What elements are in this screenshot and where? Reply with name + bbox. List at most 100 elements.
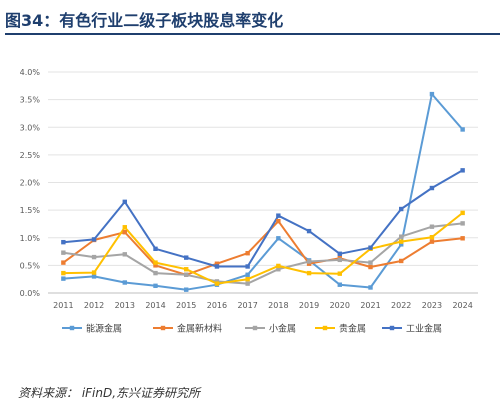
data-point — [91, 270, 97, 275]
data-point — [399, 258, 404, 264]
data-point — [214, 264, 220, 269]
data-point — [122, 252, 127, 257]
x-tick-label: 2018 — [268, 301, 288, 310]
data-point — [429, 185, 435, 191]
data-point — [460, 210, 465, 216]
x-tick-label: 2017 — [237, 301, 257, 310]
data-point — [306, 261, 312, 266]
y-tick-label: 4.0% — [20, 68, 41, 77]
data-point — [460, 236, 465, 241]
legend-label: 能源金属 — [86, 323, 122, 335]
data-point — [429, 224, 435, 229]
x-tick-label: 2021 — [360, 301, 380, 310]
data-point — [276, 263, 281, 269]
data-point — [368, 245, 373, 250]
series-line — [63, 169, 464, 268]
y-tick-label: 3.5% — [20, 96, 41, 105]
series-line — [62, 220, 463, 276]
y-tick-label: 0.5% — [20, 261, 41, 270]
y-tick-label: 2.0% — [20, 179, 41, 188]
legend-marker — [252, 325, 258, 331]
data-point — [276, 236, 281, 241]
data-point — [337, 251, 342, 256]
data-point — [306, 270, 312, 276]
x-tick-label: 2022 — [391, 301, 411, 310]
data-point — [337, 257, 342, 263]
series-line — [63, 93, 464, 291]
data-point — [61, 239, 66, 245]
data-point — [122, 199, 127, 205]
data-point — [245, 251, 250, 256]
y-tick-label: 0.0% — [20, 289, 41, 298]
data-point — [122, 230, 127, 235]
x-tick-label: 2024 — [452, 301, 472, 310]
legend-label: 贵金属 — [339, 323, 366, 335]
data-point — [61, 270, 66, 276]
data-point — [429, 91, 435, 97]
legend-marker — [389, 325, 395, 331]
data-point — [399, 239, 404, 244]
data-point — [91, 254, 97, 260]
dividend-yield-line-chart: 0.0% 0.5% 1.0% 1.5% 2.0% 2.5% 3.0% 3.5% 4.0% 201… — [20, 68, 478, 335]
data-point — [61, 276, 66, 281]
source-note: 资料来源： iFinD,东兴证券研究所 — [18, 386, 201, 400]
data-point — [91, 237, 97, 242]
x-tick-label: 2015 — [176, 301, 196, 310]
legend-marker — [160, 325, 166, 331]
data-point — [214, 261, 220, 266]
data-point — [399, 242, 404, 247]
data-point — [153, 246, 158, 251]
x-tick-label: 2019 — [299, 301, 319, 310]
data-point — [429, 239, 435, 244]
data-point — [122, 280, 127, 285]
data-point — [245, 272, 250, 277]
data-point — [184, 255, 189, 260]
legend-label: 工业金属 — [406, 323, 442, 335]
legend-marker — [322, 325, 328, 331]
data-point — [91, 274, 97, 279]
data-point — [460, 221, 465, 226]
data-point — [214, 281, 220, 286]
legend-marker — [69, 325, 75, 331]
data-point — [429, 234, 435, 240]
data-point — [460, 127, 465, 132]
data-point — [399, 234, 404, 239]
legend-label: 小金属 — [269, 323, 296, 335]
y-tick-label: 1.5% — [20, 206, 41, 215]
chart-title: 图34：有色行业二级子板块股息率变化 — [5, 11, 284, 30]
data-point — [122, 225, 127, 230]
series-line — [63, 212, 464, 285]
data-point — [368, 260, 373, 265]
data-point — [153, 260, 158, 265]
data-point — [245, 281, 250, 286]
data-point — [306, 228, 312, 234]
data-point — [245, 264, 250, 269]
data-point — [368, 264, 373, 270]
x-tick-label: 2012 — [84, 301, 104, 310]
series-line — [63, 222, 463, 285]
data-point — [399, 206, 404, 212]
data-point — [214, 279, 220, 284]
x-tick-label: 2023 — [422, 301, 442, 310]
data-point — [245, 276, 250, 282]
title-divider — [5, 33, 500, 35]
x-tick-label: 2014 — [145, 301, 165, 310]
data-point — [276, 267, 281, 272]
data-point — [368, 285, 373, 290]
data-point — [153, 283, 158, 289]
data-point — [184, 267, 189, 272]
data-point — [153, 270, 158, 276]
y-tick-label: 1.0% — [20, 234, 41, 243]
x-tick-label: 2016 — [207, 301, 227, 310]
data-point — [184, 287, 189, 292]
x-tick-label: 2013 — [115, 301, 135, 310]
x-tick-label: 2020 — [330, 301, 350, 310]
data-point — [460, 168, 465, 173]
legend-label: 金属新材料 — [177, 323, 222, 335]
data-point — [337, 282, 342, 287]
data-point — [276, 218, 281, 224]
data-point — [61, 260, 66, 265]
data-point — [306, 259, 312, 264]
data-point — [61, 250, 66, 255]
data-point — [184, 272, 189, 277]
